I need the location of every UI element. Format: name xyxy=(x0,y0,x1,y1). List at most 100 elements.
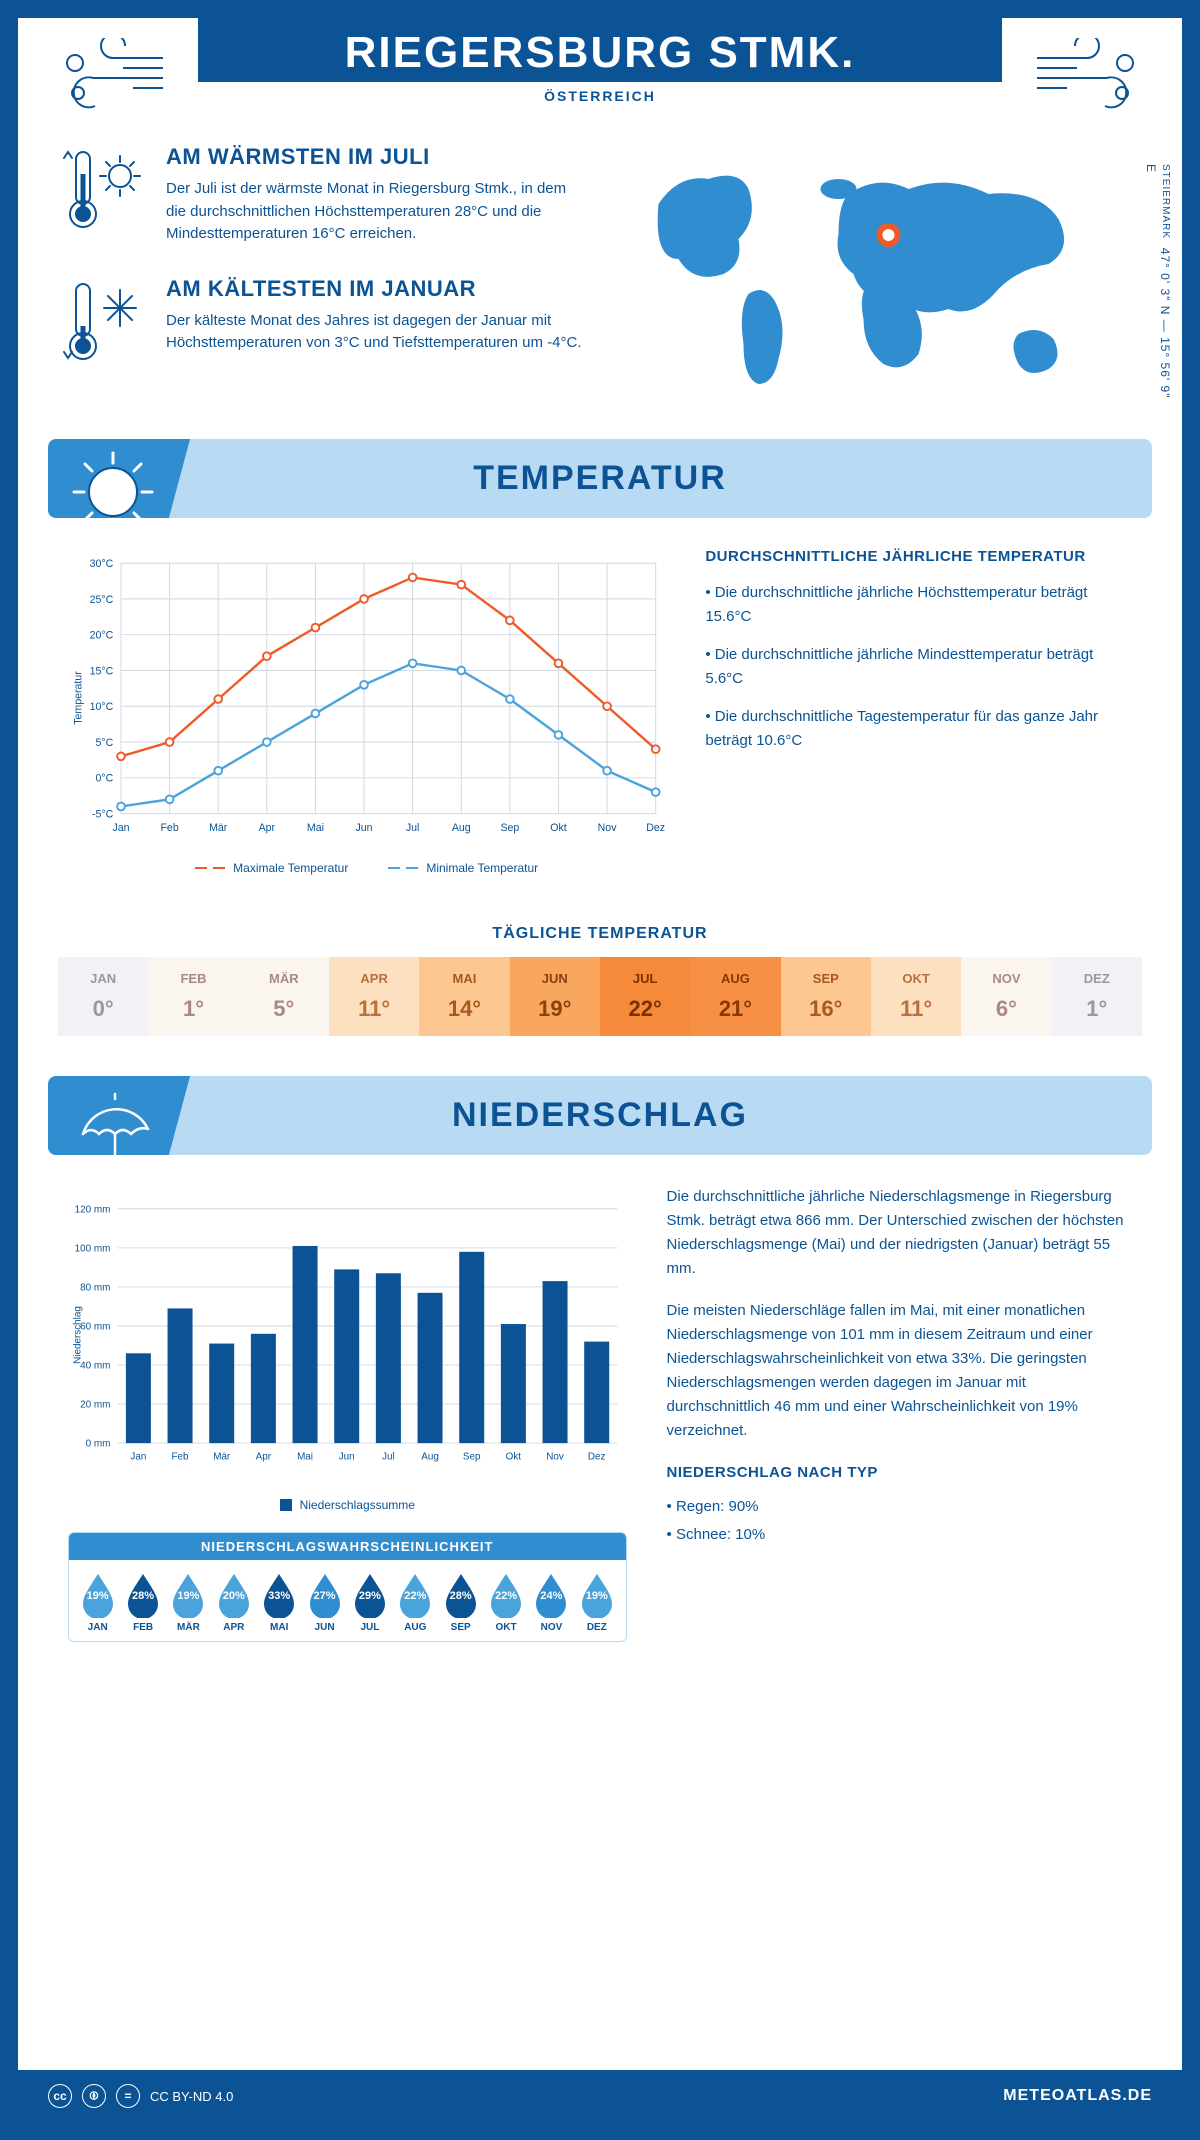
svg-text:-5°C: -5°C xyxy=(92,808,114,820)
footer: cc 🅯 = CC BY-ND 4.0 METEOATLAS.DE xyxy=(18,2070,1182,2122)
daily-cell: APR11° xyxy=(329,957,419,1036)
daily-cell: OKT11° xyxy=(871,957,961,1036)
sun-icon xyxy=(68,447,158,518)
svg-text:Okt: Okt xyxy=(506,1451,522,1462)
umbrella-icon xyxy=(68,1084,158,1155)
svg-text:Jun: Jun xyxy=(356,822,373,834)
legend-min: Minimale Temperatur xyxy=(388,861,538,875)
svg-text:10°C: 10°C xyxy=(90,701,114,713)
section-precip-title: NIEDERSCHLAG xyxy=(48,1096,1152,1135)
daily-cell: MÄR5° xyxy=(239,957,329,1036)
svg-text:40 mm: 40 mm xyxy=(80,1361,110,1372)
svg-text:120 mm: 120 mm xyxy=(75,1204,111,1215)
svg-text:Mai: Mai xyxy=(307,822,324,834)
daily-cell: DEZ1° xyxy=(1052,957,1142,1036)
svg-text:Nov: Nov xyxy=(546,1451,564,1462)
fact-coldest: AM KÄLTESTEN IM JANUAR Der kälteste Mona… xyxy=(58,276,585,366)
svg-text:Temperatur: Temperatur xyxy=(72,671,84,725)
site-name: METEOATLAS.DE xyxy=(1003,2087,1152,2105)
fact-warmest: AM WÄRMSTEN IM JULI Der Juli ist der wär… xyxy=(58,144,585,246)
prob-cell: 28%SEP xyxy=(438,1570,483,1633)
svg-text:Jan: Jan xyxy=(130,1451,146,1462)
svg-text:Jul: Jul xyxy=(382,1451,395,1462)
prob-cell: 28%FEB xyxy=(120,1570,165,1633)
precip-probability-box: NIEDERSCHLAGSWAHRSCHEINLICHKEIT 19%JAN28… xyxy=(68,1532,627,1642)
fact-warm-text: Der Juli ist der wärmste Monat in Rieger… xyxy=(166,178,585,246)
svg-text:Dez: Dez xyxy=(588,1451,606,1462)
svg-text:100 mm: 100 mm xyxy=(75,1244,111,1255)
svg-text:Feb: Feb xyxy=(160,822,178,834)
prob-cell: 29%JUL xyxy=(347,1570,392,1633)
prob-cell: 20%APR xyxy=(211,1570,256,1633)
svg-text:15°C: 15°C xyxy=(90,665,114,677)
svg-text:0 mm: 0 mm xyxy=(86,1439,111,1450)
svg-text:Dez: Dez xyxy=(646,822,665,834)
section-temperature: TEMPERATUR xyxy=(48,439,1152,518)
temperature-chart: -5°C 0°C 5°C 10°C 15°C 20°C 25°C 30°C Jan Feb Mär A… xyxy=(68,548,665,875)
svg-text:20 mm: 20 mm xyxy=(80,1400,110,1411)
svg-text:Mär: Mär xyxy=(213,1451,231,1462)
header-subtitle: ÖSTERREICH xyxy=(18,88,1182,104)
svg-text:Nov: Nov xyxy=(598,822,618,834)
location-marker xyxy=(880,226,898,244)
page: RIEGERSBURG STMK. ÖSTERREICH AM WÄRMSTEN… xyxy=(0,0,1200,2140)
svg-text:Jan: Jan xyxy=(112,822,129,834)
legend-max: Maximale Temperatur xyxy=(195,861,348,875)
world-map xyxy=(615,144,1142,404)
svg-text:25°C: 25°C xyxy=(90,594,114,606)
precipitation-summary: Die durchschnittliche jährliche Niedersc… xyxy=(667,1185,1132,1642)
svg-text:Apr: Apr xyxy=(256,1451,272,1462)
prob-title: NIEDERSCHLAGSWAHRSCHEINLICHKEIT xyxy=(69,1533,626,1560)
section-temp-title: TEMPERATUR xyxy=(48,459,1152,498)
prob-cell: 19%DEZ xyxy=(574,1570,619,1633)
svg-text:20°C: 20°C xyxy=(90,630,114,642)
prob-cell: 27%JUN xyxy=(302,1570,347,1633)
daily-cell: AUG21° xyxy=(690,957,780,1036)
svg-text:Aug: Aug xyxy=(421,1451,439,1462)
daily-cell: JUL22° xyxy=(600,957,690,1036)
fact-warm-title: AM WÄRMSTEN IM JULI xyxy=(166,144,585,170)
svg-text:Apr: Apr xyxy=(259,822,276,834)
header-band: RIEGERSBURG STMK. xyxy=(198,18,1002,82)
daily-cell: JUN19° xyxy=(510,957,600,1036)
daily-cell: SEP16° xyxy=(781,957,871,1036)
daily-cell: JAN0° xyxy=(58,957,148,1036)
svg-text:Aug: Aug xyxy=(452,822,471,834)
prob-cell: 33%MAI xyxy=(257,1570,302,1633)
svg-text:Mär: Mär xyxy=(209,822,228,834)
wind-icon xyxy=(1027,38,1157,118)
by-icon: 🅯 xyxy=(82,2084,106,2108)
daily-temp-table: JAN0°FEB1°MÄR5°APR11°MAI14°JUN19°JUL22°A… xyxy=(58,957,1142,1036)
fact-cold-title: AM KÄLTESTEN IM JANUAR xyxy=(166,276,585,302)
thermometer-hot-icon xyxy=(58,144,148,234)
cc-icon: cc xyxy=(48,2084,72,2108)
thermometer-cold-icon xyxy=(58,276,148,366)
svg-text:Okt: Okt xyxy=(550,822,567,834)
wind-icon xyxy=(43,38,173,118)
map-column: STEIERMARK 47° 0' 3" N — 15° 56' 9" E xyxy=(615,144,1142,409)
svg-text:Feb: Feb xyxy=(172,1451,190,1462)
coordinates: STEIERMARK 47° 0' 3" N — 15° 56' 9" E xyxy=(1144,164,1172,409)
prob-cell: 22%AUG xyxy=(393,1570,438,1633)
prob-cell: 19%JAN xyxy=(75,1570,120,1633)
daily-cell: NOV6° xyxy=(961,957,1051,1036)
svg-text:5°C: 5°C xyxy=(96,737,114,749)
nd-icon: = xyxy=(116,2084,140,2108)
prob-cell: 19%MÄR xyxy=(166,1570,211,1633)
license-text: CC BY-ND 4.0 xyxy=(150,2089,233,2104)
daily-temp-title: TÄGLICHE TEMPERATUR xyxy=(18,925,1182,943)
legend-precip: Niederschlagssumme xyxy=(280,1498,415,1512)
svg-text:Sep: Sep xyxy=(500,822,519,834)
page-title: RIEGERSBURG STMK. xyxy=(198,28,1002,78)
svg-text:80 mm: 80 mm xyxy=(80,1283,110,1294)
prob-cell: 22%OKT xyxy=(483,1570,528,1633)
section-precipitation: NIEDERSCHLAG xyxy=(48,1076,1152,1155)
svg-text:Niederschlag: Niederschlag xyxy=(73,1306,84,1364)
fact-cold-text: Der kälteste Monat des Jahres ist dagege… xyxy=(166,310,585,355)
svg-text:Sep: Sep xyxy=(463,1451,481,1462)
svg-text:0°C: 0°C xyxy=(96,773,114,785)
precipitation-chart: 0 mm20 mm40 mm60 mm80 mm100 mm120 mmJanF… xyxy=(68,1185,627,1642)
svg-text:30°C: 30°C xyxy=(90,558,114,570)
daily-cell: MAI14° xyxy=(419,957,509,1036)
daily-cell: FEB1° xyxy=(148,957,238,1036)
